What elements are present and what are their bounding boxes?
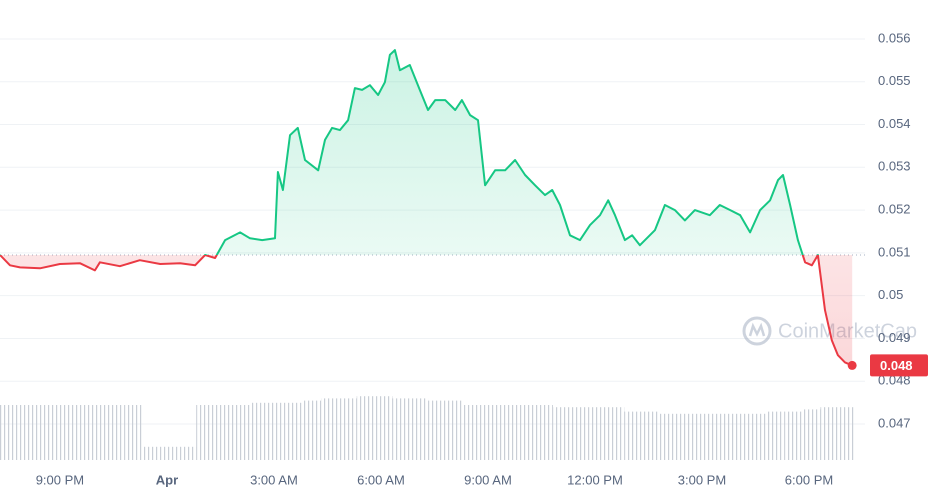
y-tick-label: 0.053 xyxy=(878,159,911,174)
y-tick-label: 0.048 xyxy=(878,373,911,388)
watermark-logo xyxy=(742,316,772,346)
volume-bar xyxy=(677,413,696,460)
y-tick-label: 0.052 xyxy=(878,202,911,217)
volume-bar xyxy=(784,411,803,460)
volume-bar xyxy=(267,402,286,460)
x-tick-label: 12:00 PM xyxy=(567,472,623,487)
volume-bar xyxy=(196,405,215,460)
volume-bar xyxy=(214,405,232,460)
axes: 0.047 0.048 0.049 0.05 0.051 0.052 0.053 0.054 0… xyxy=(36,30,928,487)
y-tick-label: 0.051 xyxy=(878,244,911,259)
volume-bar xyxy=(107,405,125,460)
y-tick-label: 0.047 xyxy=(878,415,911,430)
volume-bars xyxy=(0,396,856,460)
volume-bar xyxy=(659,413,678,460)
volume-bar xyxy=(0,405,18,460)
volume-bar xyxy=(499,405,518,460)
x-tick-label: 6:00 AM xyxy=(357,472,405,487)
volume-bar xyxy=(178,446,197,460)
volume-bar xyxy=(713,413,732,460)
volume-bar xyxy=(552,407,571,460)
current-dot xyxy=(847,360,857,370)
y-tick-label: 0.049 xyxy=(878,330,911,345)
current-label-box xyxy=(870,354,928,377)
y-tick-label: 0.056 xyxy=(878,30,911,45)
volume-bar xyxy=(463,405,482,460)
volume-bar xyxy=(481,405,500,460)
volume-bar xyxy=(838,407,856,460)
volume-bar xyxy=(428,400,446,460)
volume-bar xyxy=(89,405,108,460)
volume-bar xyxy=(570,407,589,460)
volume-bar xyxy=(142,446,161,460)
volume-bar xyxy=(17,405,36,460)
y-tick-label: 0.055 xyxy=(878,73,911,88)
volume-bar xyxy=(356,396,375,460)
volume-bar xyxy=(321,398,339,460)
volume-bar xyxy=(303,400,322,460)
volume-bar xyxy=(820,407,839,460)
volume-bar xyxy=(338,398,357,460)
x-tick-label: 9:00 AM xyxy=(464,472,512,487)
volume-bar xyxy=(35,405,54,460)
y-tick-label: 0.05 xyxy=(878,287,903,302)
volume-bar xyxy=(695,413,714,460)
plot xyxy=(0,49,865,370)
volume-bar xyxy=(624,411,643,460)
volume-bar xyxy=(249,402,268,460)
volume-bar xyxy=(517,405,536,460)
volume-bar xyxy=(53,405,72,460)
volume-bar xyxy=(285,402,304,460)
volume-bar xyxy=(588,407,607,460)
volume-bar xyxy=(374,396,393,460)
volume-bar xyxy=(802,409,821,460)
current-label: 0.048 xyxy=(880,358,913,373)
area-up xyxy=(0,50,818,256)
volume-bar xyxy=(642,411,660,460)
volume-bar xyxy=(445,400,464,460)
x-tick-label: 6:00 PM xyxy=(785,472,833,487)
volume-bar xyxy=(766,411,785,460)
y-tick-label: 0.054 xyxy=(878,116,911,131)
volume-bar xyxy=(535,405,553,460)
x-tick-label: Apr xyxy=(156,472,178,487)
volume-bar xyxy=(606,407,625,460)
watermark-logo-mark xyxy=(748,322,766,337)
volume-bar xyxy=(410,398,429,460)
x-tick-label: 9:00 PM xyxy=(36,472,84,487)
volume-bar xyxy=(231,405,250,460)
volume-bar xyxy=(160,446,179,460)
volume-bar xyxy=(731,413,750,460)
volume-bar xyxy=(392,398,411,460)
x-tick-label: 3:00 AM xyxy=(250,472,298,487)
x-tick-label: 3:00 PM xyxy=(678,472,726,487)
volume-bar xyxy=(124,405,143,460)
volume-bar xyxy=(749,413,767,460)
line-up xyxy=(0,49,819,256)
volume-bar xyxy=(71,405,90,460)
